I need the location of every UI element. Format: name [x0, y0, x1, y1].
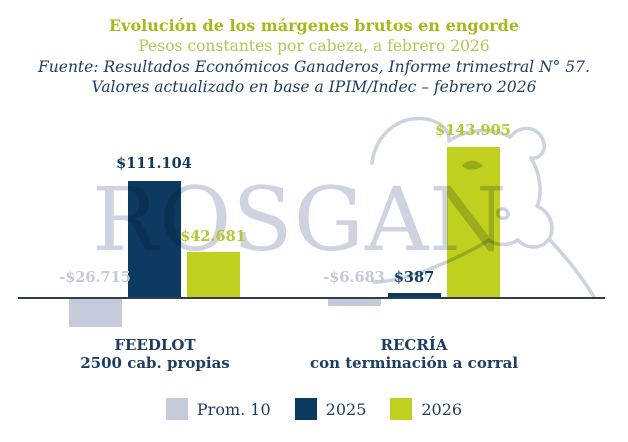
legend-label-2026: 2026 — [421, 400, 463, 419]
value-label-recria-prom10: -$6.683 — [323, 269, 385, 286]
category-recria-line1: RECRÍA — [380, 336, 448, 354]
category-recria-line2: con terminación a corral — [309, 354, 519, 372]
legend: Prom. 10 2025 2026 — [0, 398, 628, 420]
category-feedlot-line2: 2500 cab. propias — [80, 354, 230, 372]
source-line-2: Valores actualizado en base a IPIM/Indec… — [91, 78, 537, 97]
value-label-recria-2026: $143.905 — [435, 122, 511, 139]
category-label-recria: RECRÍA con terminación a corral — [304, 336, 524, 372]
category-feedlot-line1: FEEDLOT — [114, 336, 196, 354]
chart-title: Evolución de los márgenes brutos en engo… — [108, 16, 520, 35]
bar-feedlot-2025 — [128, 181, 181, 297]
value-label-feedlot-prom10: -$26.715 — [59, 269, 131, 286]
legend-item-prom10: Prom. 10 — [165, 398, 271, 420]
legend-label-prom10: Prom. 10 — [196, 400, 271, 419]
legend-label-2025: 2025 — [325, 400, 367, 419]
legend-item-2025: 2025 — [294, 398, 367, 420]
legend-item-2026: 2026 — [390, 398, 462, 420]
legend-swatch-prom10 — [165, 398, 188, 420]
x-axis-line — [18, 297, 605, 299]
source-line-1: Fuente: Resultados Económicos Ganaderos,… — [38, 58, 590, 77]
value-label-recria-2025: $387 — [393, 269, 435, 286]
value-label-feedlot-2026: $42.681 — [180, 228, 246, 245]
legend-swatch-2026 — [390, 398, 413, 420]
chart-subtitle: Pesos constantes por cabeza, a febrero 2… — [138, 37, 490, 56]
bar-recria-2025 — [388, 292, 441, 297]
legend-swatch-2025 — [294, 398, 317, 420]
bar-feedlot-prom10 — [69, 299, 122, 327]
bar-recria-prom10 — [328, 299, 381, 306]
value-label-feedlot-2025: $111.104 — [116, 155, 192, 172]
chart-header: Evolución de los márgenes brutos en engo… — [0, 16, 628, 97]
bar-feedlot-2026 — [187, 252, 240, 297]
category-label-feedlot: FEEDLOT 2500 cab. propias — [45, 336, 265, 372]
